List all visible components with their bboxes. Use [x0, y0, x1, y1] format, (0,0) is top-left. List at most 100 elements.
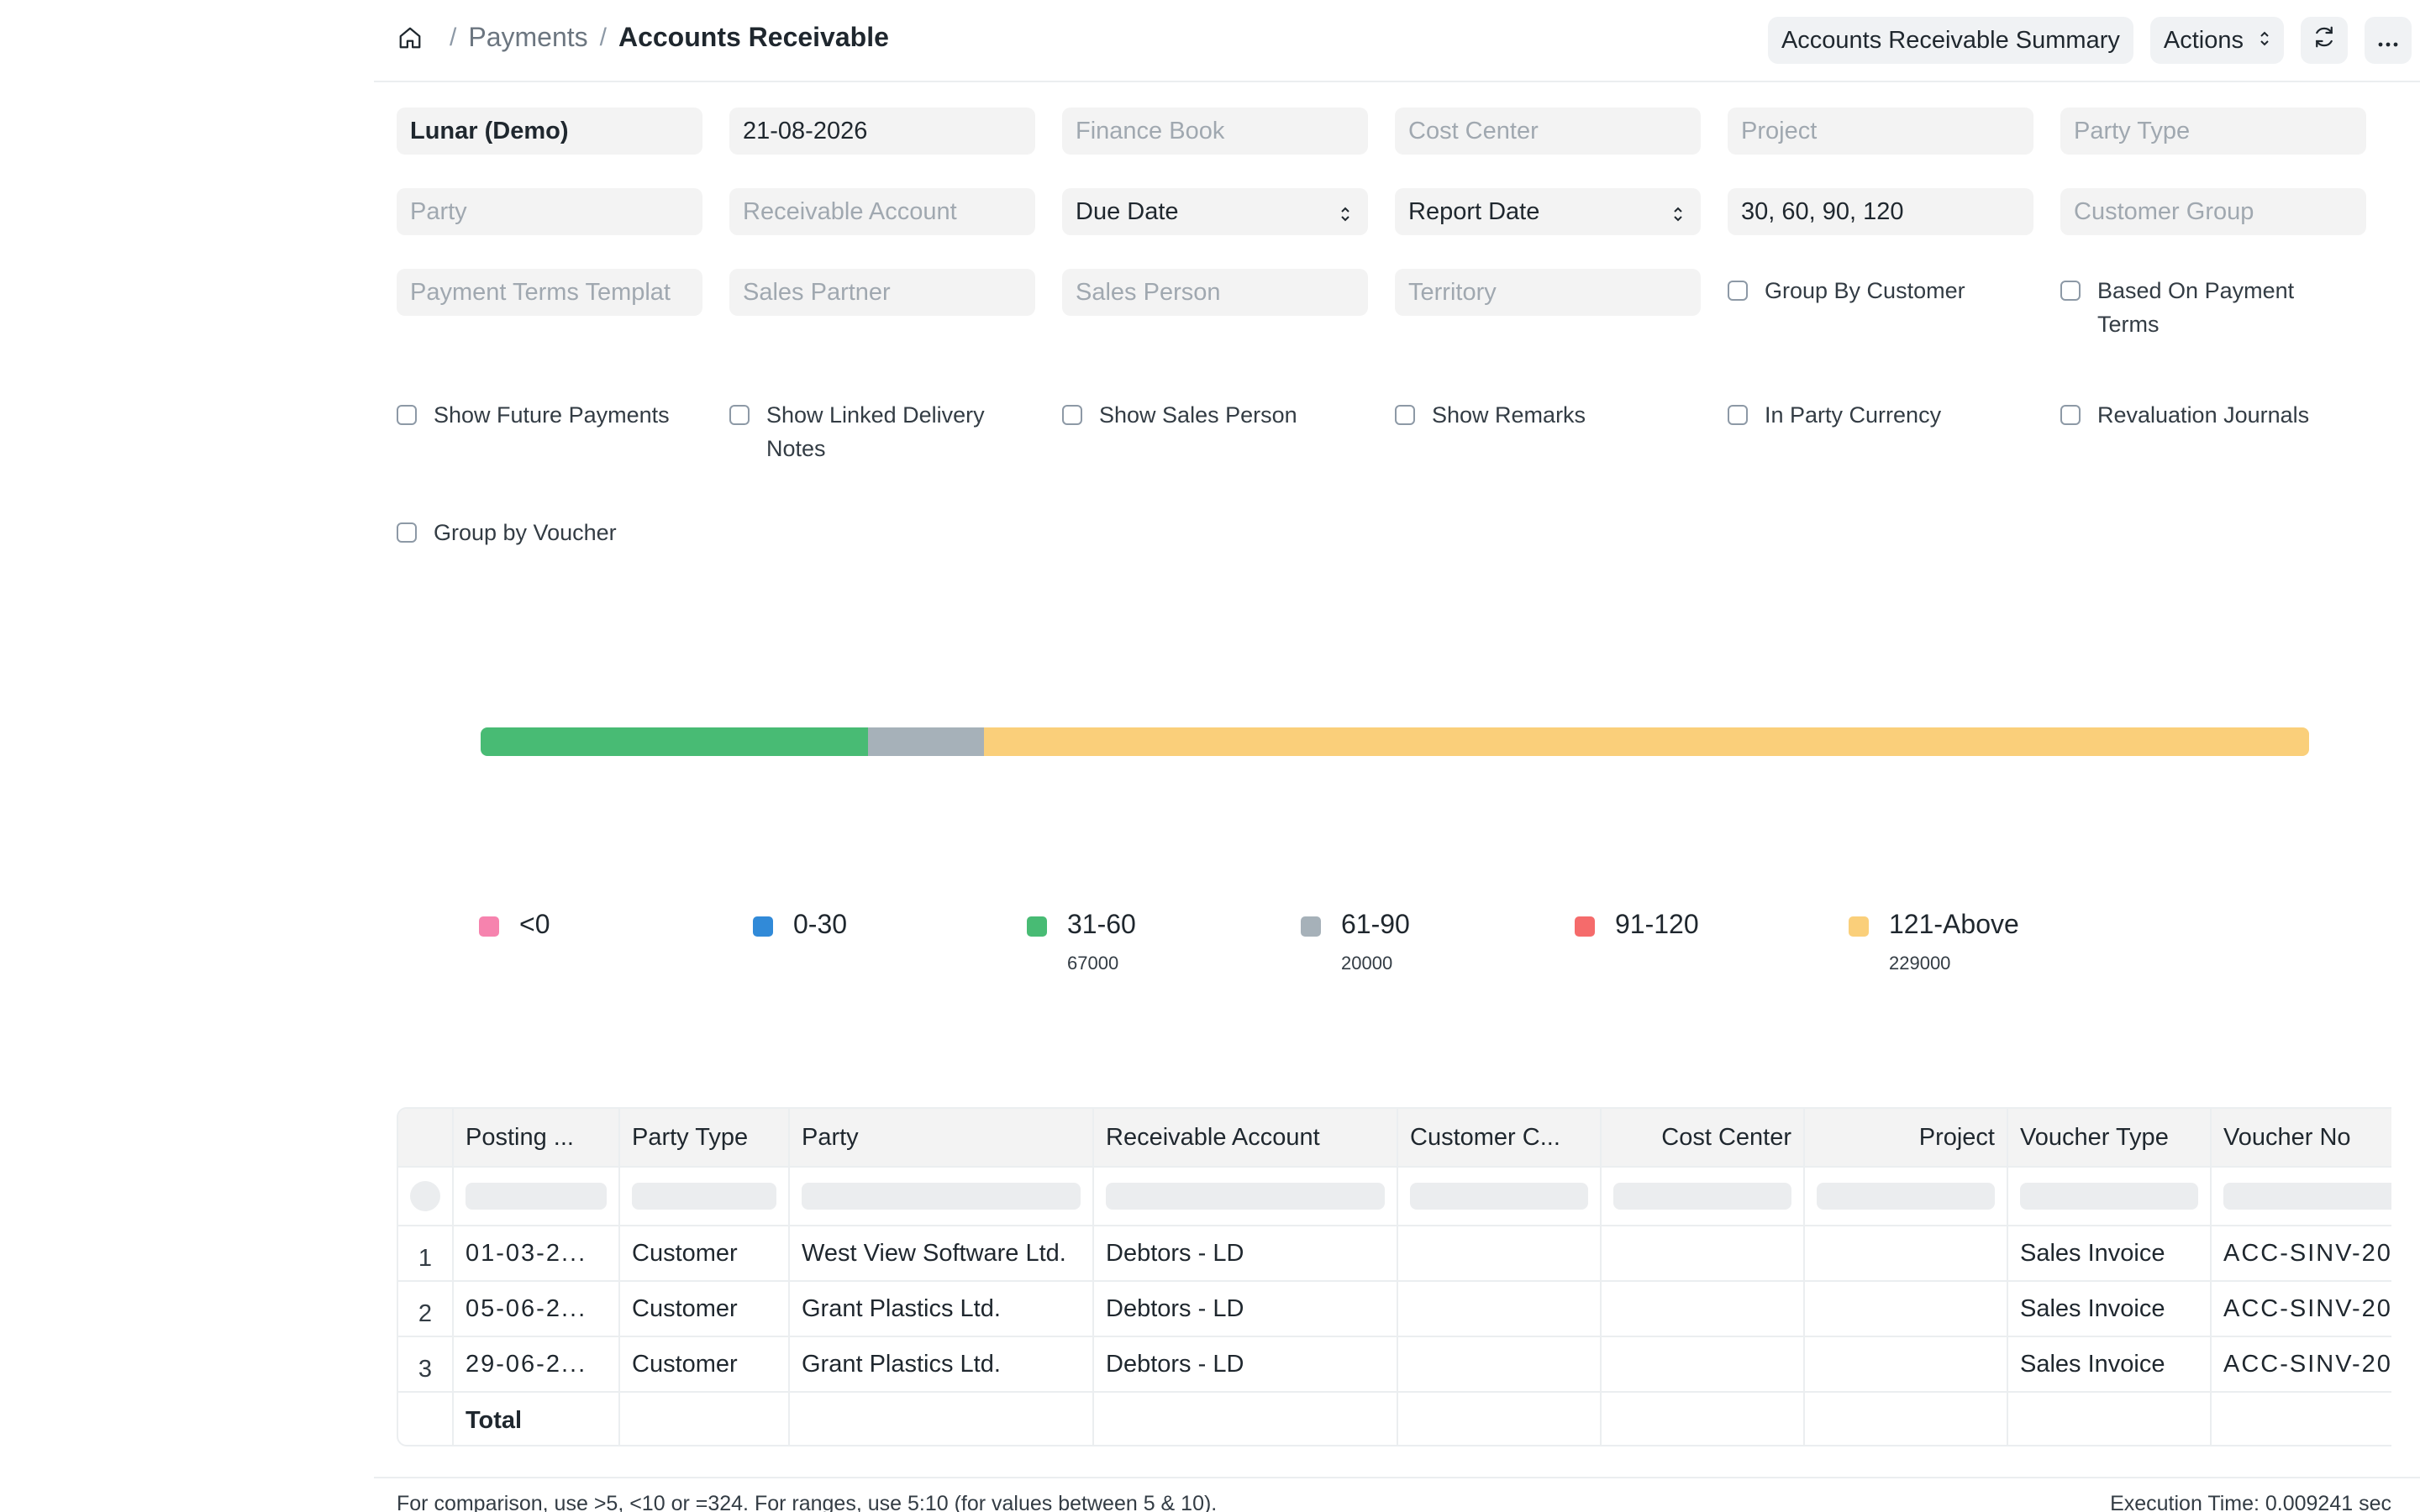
table-cell-voucher-type[interactable]: Sales Invoice: [2008, 1282, 2212, 1336]
show-remarks-checkbox[interactable]: Show Remarks: [1395, 398, 1714, 432]
party-field[interactable]: Party: [397, 188, 702, 235]
legend-swatch: [1027, 916, 1047, 937]
group-by-customer-checkbox[interactable]: Group By Customer: [1728, 274, 2047, 307]
column-filter-input[interactable]: [2020, 1183, 2198, 1210]
legend-swatch: [479, 916, 499, 937]
table-cell-voucher-no[interactable]: ACC-SINV-20: [2212, 1282, 2391, 1336]
based-on-payment-terms-checkbox[interactable]: Based On Payment Terms: [2060, 274, 2346, 341]
table-row[interactable]: 2 05-06-2... Customer Grant Plastics Ltd. De…: [398, 1282, 2391, 1337]
checkbox-box[interactable]: [1728, 405, 1748, 425]
select-all-checkbox[interactable]: [410, 1181, 440, 1211]
table-cell-cost-center[interactable]: [1602, 1226, 1805, 1280]
revaluation-journals-checkbox[interactable]: Revaluation Journals: [2060, 398, 2380, 432]
table-row[interactable]: 1 01-03-2... Customer West View Software Lt…: [398, 1226, 2391, 1282]
ageing-range-field[interactable]: 30, 60, 90, 120: [1728, 188, 2033, 235]
column-filter-input[interactable]: [1106, 1183, 1385, 1210]
checkbox-label: Show Linked Delivery Notes: [766, 402, 985, 461]
table-cell-project[interactable]: [1805, 1337, 2008, 1391]
sales-partner-field[interactable]: Sales Partner: [729, 269, 1035, 316]
sales-person-field[interactable]: Sales Person: [1062, 269, 1368, 316]
party-type-field[interactable]: Party Type: [2060, 108, 2366, 155]
chart-bar-segment[interactable]: [984, 727, 2309, 756]
territory-field[interactable]: Territory: [1395, 269, 1701, 316]
column-filter-input[interactable]: [466, 1183, 607, 1210]
table-cell-customer-contact[interactable]: [1398, 1226, 1602, 1280]
column-header[interactable]: Project: [1805, 1109, 2008, 1166]
breadcrumb-payments-link[interactable]: Payments: [468, 22, 588, 52]
table-cell-project[interactable]: [1805, 1282, 2008, 1336]
table-cell-customer-contact[interactable]: [1398, 1337, 1602, 1391]
table-cell-party-type[interactable]: Customer: [620, 1282, 790, 1336]
table-cell-party[interactable]: West View Software Ltd.: [790, 1226, 1094, 1280]
column-header[interactable]: Voucher Type: [2008, 1109, 2212, 1166]
finance-book-field[interactable]: Finance Book: [1062, 108, 1368, 155]
checkbox-box[interactable]: [1062, 405, 1082, 425]
report-date-field[interactable]: 21-08-2026: [729, 108, 1035, 155]
payment-terms-template-field[interactable]: Payment Terms Templat: [397, 269, 702, 316]
in-party-currency-checkbox[interactable]: In Party Currency: [1728, 398, 2047, 432]
table-cell-voucher-type[interactable]: Sales Invoice: [2008, 1337, 2212, 1391]
table-cell-cost-center[interactable]: [1602, 1282, 1805, 1336]
checkbox-box[interactable]: [397, 522, 417, 543]
table-cell-voucher-no[interactable]: ACC-SINV-20: [2212, 1337, 2391, 1391]
column-header[interactable]: Party: [790, 1109, 1094, 1166]
company-field[interactable]: Lunar (Demo): [397, 108, 702, 155]
column-filter-input[interactable]: [1410, 1183, 1588, 1210]
legend-swatch: [1849, 916, 1869, 937]
checkbox-box[interactable]: [729, 405, 750, 425]
column-header[interactable]: Posting ...: [454, 1109, 620, 1166]
table-cell-party-type[interactable]: Customer: [620, 1226, 790, 1280]
home-icon[interactable]: [397, 24, 426, 52]
table-cell-cost-center[interactable]: [1602, 1337, 1805, 1391]
table-row[interactable]: 3 29-06-2... Customer Grant Plastics Ltd. De…: [398, 1337, 2391, 1393]
table-cell-voucher-no[interactable]: ACC-SINV-20: [2212, 1226, 2391, 1280]
column-header[interactable]: Voucher No: [2212, 1109, 2391, 1166]
table-cell-party[interactable]: Grant Plastics Ltd.: [790, 1282, 1094, 1336]
refresh-button[interactable]: [2301, 17, 2348, 64]
checkbox-box[interactable]: [1728, 281, 1748, 301]
more-button[interactable]: [2365, 17, 2412, 64]
column-filter-input[interactable]: [632, 1183, 776, 1210]
table-cell-receivable-account[interactable]: Debtors - LD: [1094, 1337, 1398, 1391]
table-cell-customer-contact[interactable]: [1398, 1282, 1602, 1336]
column-filter-input[interactable]: [2223, 1183, 2391, 1210]
table-cell-receivable-account[interactable]: Debtors - LD: [1094, 1226, 1398, 1280]
receivable-account-field[interactable]: Receivable Account: [729, 188, 1035, 235]
table-cell-party[interactable]: Grant Plastics Ltd.: [790, 1337, 1094, 1391]
chart-bar-segment[interactable]: [481, 727, 869, 756]
table-cell-project[interactable]: [1805, 1226, 2008, 1280]
table-cell-receivable-account[interactable]: Debtors - LD: [1094, 1282, 1398, 1336]
column-filter-input[interactable]: [802, 1183, 1081, 1210]
chart-bar-segment[interactable]: [868, 727, 985, 756]
table-cell-posting-date[interactable]: 29-06-2...: [454, 1337, 620, 1391]
cost-center-field[interactable]: Cost Center: [1395, 108, 1701, 155]
table-cell-party-type[interactable]: Customer: [620, 1337, 790, 1391]
column-filter-input[interactable]: [1613, 1183, 1791, 1210]
checkbox-box[interactable]: [2060, 281, 2081, 301]
project-field[interactable]: Project: [1728, 108, 2033, 155]
show-future-payments-checkbox[interactable]: Show Future Payments: [397, 398, 716, 432]
column-filter-input[interactable]: [1817, 1183, 1995, 1210]
table-cell-posting-date[interactable]: 05-06-2...: [454, 1282, 620, 1336]
accounts-receivable-summary-button[interactable]: Accounts Receivable Summary: [1767, 17, 2133, 64]
show-linked-delivery-notes-checkbox[interactable]: Show Linked Delivery Notes: [729, 398, 1015, 465]
show-sales-person-checkbox[interactable]: Show Sales Person: [1062, 398, 1381, 432]
actions-button[interactable]: Actions: [2149, 17, 2284, 64]
calculate-ageing-with-select[interactable]: Report Date: [1395, 188, 1701, 235]
customer-group-field[interactable]: Customer Group: [2060, 188, 2366, 235]
ageing-based-on-select[interactable]: Due Date: [1062, 188, 1368, 235]
checkbox-box[interactable]: [1395, 405, 1415, 425]
column-header[interactable]: [398, 1109, 454, 1166]
checkbox-box[interactable]: [397, 405, 417, 425]
column-header[interactable]: Receivable Account: [1094, 1109, 1398, 1166]
legend-swatch: [753, 916, 773, 937]
table-cell-voucher-type[interactable]: Sales Invoice: [2008, 1226, 2212, 1280]
group-by-voucher-checkbox[interactable]: Group by Voucher: [397, 516, 716, 549]
column-header[interactable]: Customer C...: [1398, 1109, 1602, 1166]
checkbox-box[interactable]: [2060, 405, 2081, 425]
column-header[interactable]: Party Type: [620, 1109, 790, 1166]
column-filter-cell: [620, 1168, 790, 1225]
checkbox-label: Show Remarks: [1432, 402, 1586, 428]
table-cell-posting-date[interactable]: 01-03-2...: [454, 1226, 620, 1280]
column-header[interactable]: Cost Center: [1602, 1109, 1805, 1166]
